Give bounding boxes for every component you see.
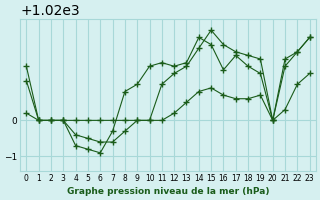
X-axis label: Graphe pression niveau de la mer (hPa): Graphe pression niveau de la mer (hPa) [67, 187, 269, 196]
